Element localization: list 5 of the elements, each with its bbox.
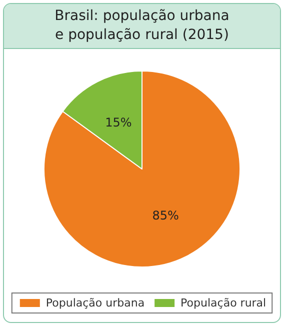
legend-label: População urbana	[46, 296, 145, 310]
chart-title: Brasil: população urbana e população rural (2015)	[4, 4, 280, 49]
legend-label: População rural	[180, 296, 266, 310]
data-label: 15%	[105, 116, 132, 130]
data-label: 85%	[152, 208, 179, 222]
